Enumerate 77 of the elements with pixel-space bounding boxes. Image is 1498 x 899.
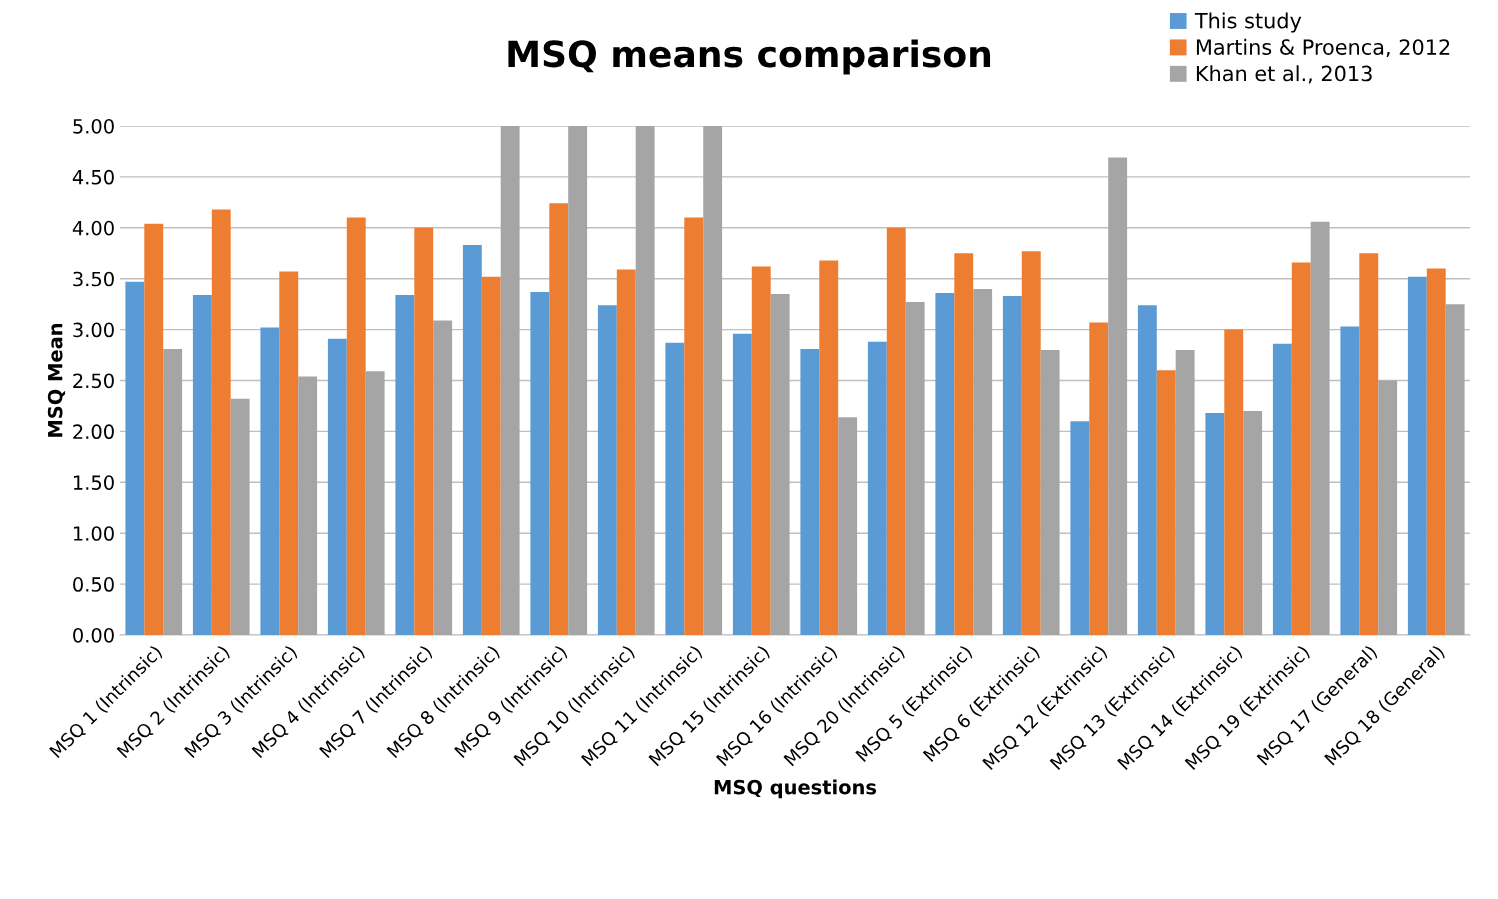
bar xyxy=(905,302,925,635)
bar xyxy=(568,126,588,635)
bar xyxy=(1224,329,1244,635)
legend-label: Khan et al., 2013 xyxy=(1196,65,1372,84)
bar xyxy=(665,342,685,635)
bar xyxy=(1426,268,1446,635)
bar xyxy=(1070,421,1090,635)
bar xyxy=(414,227,434,635)
bar xyxy=(395,294,415,635)
bar xyxy=(549,203,569,635)
y-tick-label: 1.50 xyxy=(73,475,114,490)
bar xyxy=(1089,322,1109,635)
bar xyxy=(500,126,520,635)
bar xyxy=(819,260,839,635)
bar xyxy=(192,294,212,635)
bar xyxy=(433,320,453,635)
bar xyxy=(279,271,299,635)
x-axis-title: MSQ questions xyxy=(714,779,877,799)
bar xyxy=(1340,326,1360,635)
bar xyxy=(751,266,771,635)
bar xyxy=(1108,157,1128,635)
bar xyxy=(703,126,723,635)
bar xyxy=(346,217,366,635)
bar xyxy=(1040,349,1060,635)
bar xyxy=(1445,304,1465,635)
bar xyxy=(1156,370,1176,635)
bar xyxy=(1291,262,1311,635)
bar xyxy=(1272,343,1292,635)
y-axis-title: MSQ Mean xyxy=(47,323,66,437)
bar xyxy=(462,245,482,635)
bar xyxy=(1205,413,1225,635)
y-tick-label: 0.00 xyxy=(73,627,114,643)
bar xyxy=(298,376,318,635)
bar xyxy=(163,348,183,635)
bar xyxy=(260,327,280,635)
bar xyxy=(530,291,550,635)
bar xyxy=(597,305,617,635)
bar xyxy=(365,371,385,635)
y-tick-label: 0.50 xyxy=(73,577,114,592)
y-tick-label: 3.00 xyxy=(73,322,114,338)
bar xyxy=(973,288,993,635)
bar xyxy=(616,269,636,635)
bar xyxy=(1310,221,1330,635)
y-tick-label: 5.00 xyxy=(73,118,114,134)
bar xyxy=(1021,251,1041,635)
bar xyxy=(867,341,887,635)
chart-title: MSQ means comparison xyxy=(508,39,991,75)
bar xyxy=(838,417,858,635)
legend-label: Martins & Proenca, 2012 xyxy=(1196,38,1450,58)
bar xyxy=(954,253,974,635)
bar xyxy=(886,227,906,635)
bar xyxy=(1359,253,1379,635)
y-tick-label: 2.00 xyxy=(73,424,114,440)
bar xyxy=(732,333,752,635)
bar xyxy=(481,276,501,635)
bar xyxy=(1378,380,1398,635)
bar xyxy=(635,126,655,635)
bar xyxy=(800,348,820,635)
y-tick-label: 3.50 xyxy=(73,271,114,287)
y-tick-label: 1.00 xyxy=(73,526,114,541)
bar xyxy=(1002,296,1022,635)
y-tick-label: 4.00 xyxy=(72,220,114,236)
bar xyxy=(770,293,790,635)
bar xyxy=(144,223,164,635)
bar xyxy=(230,398,250,635)
y-tick-label: 4.50 xyxy=(72,169,114,185)
y-tick-label: 2.50 xyxy=(73,373,114,389)
bar xyxy=(1407,276,1427,635)
bar xyxy=(1137,305,1157,635)
bar xyxy=(327,338,347,635)
bar xyxy=(211,209,231,635)
bar xyxy=(1175,349,1195,635)
bar xyxy=(935,292,955,635)
legend-label: This study xyxy=(1194,12,1302,33)
bar xyxy=(1243,411,1263,635)
bar xyxy=(684,217,704,635)
bar xyxy=(125,281,145,635)
